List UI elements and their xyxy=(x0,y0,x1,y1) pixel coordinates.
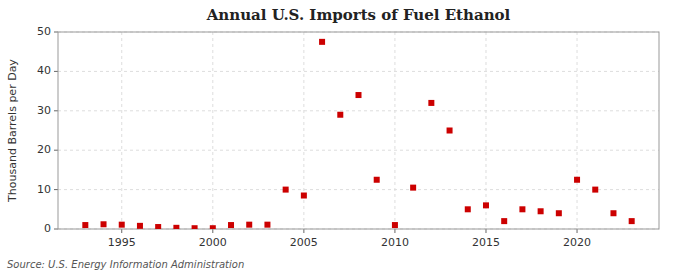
y-grid-line xyxy=(58,110,659,111)
data-point xyxy=(119,222,125,228)
data-point xyxy=(519,206,525,212)
y-tick xyxy=(54,150,58,151)
data-point xyxy=(392,222,398,228)
grid xyxy=(58,32,659,229)
axes: 0 10 20 30 40 50 1995 2000 2005 2010 2015 2020 xyxy=(37,25,659,249)
x-tick xyxy=(577,229,578,233)
data-point xyxy=(428,100,434,106)
x-tick xyxy=(121,229,122,233)
data-point xyxy=(283,187,289,193)
data-point xyxy=(301,193,307,199)
x-grid-line xyxy=(577,32,578,229)
x-tick xyxy=(394,229,395,233)
y-tick xyxy=(54,229,58,230)
data-point xyxy=(82,222,88,228)
chart-container: 0 10 20 30 40 50 1995 2000 2005 2010 2015 2020 Annua… xyxy=(0,0,675,275)
y-grid-line xyxy=(58,71,659,72)
y-tick-label: 30 xyxy=(37,104,51,117)
data-point xyxy=(101,221,107,227)
data-point xyxy=(192,225,198,229)
y-tick-label: 0 xyxy=(44,222,51,235)
plot-frame xyxy=(58,32,659,229)
data-point xyxy=(592,187,598,193)
data-point xyxy=(410,185,416,191)
data-point xyxy=(337,112,343,118)
y-tick xyxy=(54,32,58,33)
y-tick-label: 10 xyxy=(37,183,51,196)
data-point xyxy=(465,206,471,212)
y-tick-label: 50 xyxy=(37,25,51,38)
x-grid-line xyxy=(212,32,213,229)
data-point xyxy=(173,225,179,229)
source-note: Source: U.S. Energy Information Administ… xyxy=(7,259,244,270)
data-marks xyxy=(82,39,634,229)
x-tick xyxy=(303,229,304,233)
y-tick-label: 20 xyxy=(37,143,51,156)
x-tick-label: 1995 xyxy=(108,236,136,249)
x-tick xyxy=(485,229,486,233)
x-grid-line xyxy=(485,32,486,229)
data-point xyxy=(228,222,234,228)
x-grid-line xyxy=(121,32,122,229)
data-point xyxy=(501,218,507,224)
x-tick-label: 2010 xyxy=(381,236,409,249)
chart-title: Annual U.S. Imports of Fuel Ethanol xyxy=(206,6,511,24)
data-point xyxy=(556,210,562,216)
data-point xyxy=(319,39,325,45)
data-point xyxy=(137,223,143,229)
data-point xyxy=(264,222,270,228)
data-point xyxy=(155,224,161,229)
data-point xyxy=(246,222,252,228)
plot-background xyxy=(58,32,659,229)
data-point xyxy=(210,225,216,229)
data-point xyxy=(483,202,489,208)
data-point xyxy=(629,218,635,224)
y-axis-label: Thousand Barrels per Day xyxy=(6,59,19,203)
x-tick-label: 2005 xyxy=(290,236,318,249)
data-point xyxy=(574,177,580,183)
x-grid-line xyxy=(394,32,395,229)
x-tick xyxy=(212,229,213,233)
x-tick-label: 2020 xyxy=(563,236,591,249)
y-tick xyxy=(54,110,58,111)
y-grid-line xyxy=(58,150,659,151)
y-tick xyxy=(54,189,58,190)
x-tick-label: 2000 xyxy=(199,236,227,249)
y-tick-label: 40 xyxy=(37,64,51,77)
data-point xyxy=(447,128,453,134)
y-tick xyxy=(54,71,58,72)
x-tick-label: 2015 xyxy=(472,236,500,249)
x-grid-line xyxy=(303,32,304,229)
chart-svg: 0 10 20 30 40 50 1995 2000 2005 2010 2015 2020 Annua… xyxy=(0,0,675,275)
data-point xyxy=(538,208,544,214)
data-point xyxy=(356,92,362,98)
data-point xyxy=(610,210,616,216)
data-point xyxy=(374,177,380,183)
y-grid-line xyxy=(58,189,659,190)
